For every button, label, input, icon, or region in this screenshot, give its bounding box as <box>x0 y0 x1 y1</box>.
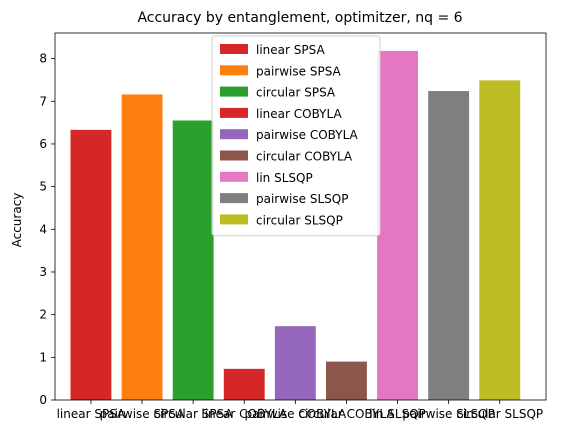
bar-2 <box>121 94 163 400</box>
x-tick-label: linear COBYLA <box>201 407 287 421</box>
bar-5 <box>274 326 316 400</box>
y-tick-label: 2 <box>39 308 47 322</box>
y-tick-label: 7 <box>39 94 47 108</box>
legend: linear SPSA pairwise SPSA circular SPSA lin… <box>211 35 381 237</box>
bar-3 <box>172 120 214 401</box>
x-tick-label: pairwise SPSA <box>100 407 186 421</box>
bar-9 <box>479 80 521 401</box>
legend-swatch <box>220 214 248 225</box>
legend-label: circular SPSA <box>256 86 336 100</box>
legend-swatch <box>220 193 248 204</box>
y-axis: 0 1 2 3 4 5 6 7 8 <box>39 52 55 407</box>
y-tick-label: 6 <box>39 137 47 151</box>
legend-swatch <box>220 86 248 97</box>
legend-swatch <box>220 65 248 76</box>
bar-8 <box>428 91 470 401</box>
legend-label: circular SLSQP <box>256 213 343 227</box>
x-tick-label: lin SLSQP <box>369 407 426 421</box>
y-tick-label: 4 <box>39 222 47 236</box>
legend-swatch <box>220 107 248 118</box>
y-tick-label: 5 <box>39 180 47 194</box>
legend-label: linear COBYLA <box>256 107 342 121</box>
legend-label: lin SLSQP <box>256 171 313 185</box>
x-tick-label: linear SPSA <box>57 407 126 421</box>
x-tick-label: pairwise COBYLA <box>244 407 347 421</box>
legend-label: pairwise SPSA <box>256 64 342 78</box>
legend-swatch <box>220 129 248 140</box>
legend-label: pairwise SLSQP <box>256 192 348 206</box>
y-tick-label: 3 <box>39 265 47 279</box>
legend-box <box>211 35 381 237</box>
bar-1 <box>70 129 112 401</box>
x-tick-label: pairwise SLSQP <box>402 407 494 421</box>
bar-7 <box>377 50 418 401</box>
bars <box>70 50 521 401</box>
legend-swatch <box>220 150 248 161</box>
bar-6 <box>326 361 367 400</box>
legend-swatch <box>220 171 248 182</box>
legend-label: pairwise COBYLA <box>256 128 359 142</box>
chart-title: Accuracy by entanglement, optimitzer, nq… <box>137 10 462 26</box>
y-tick-label: 8 <box>39 52 47 66</box>
legend-swatch <box>220 44 248 54</box>
x-tick-label: circular COBYLA <box>298 407 395 421</box>
bar-4 <box>223 368 265 400</box>
x-tick-label: circular SLSQP <box>456 407 543 421</box>
x-tick-label: circular SPSA <box>154 407 234 421</box>
y-tick-label: 1 <box>39 350 47 364</box>
plot-frame <box>54 32 547 401</box>
y-tick-label: 0 <box>39 393 47 407</box>
legend-label: linear SPSA <box>256 43 325 57</box>
y-axis-label: Accuracy <box>10 193 24 248</box>
legend-label: circular COBYLA <box>256 150 353 164</box>
